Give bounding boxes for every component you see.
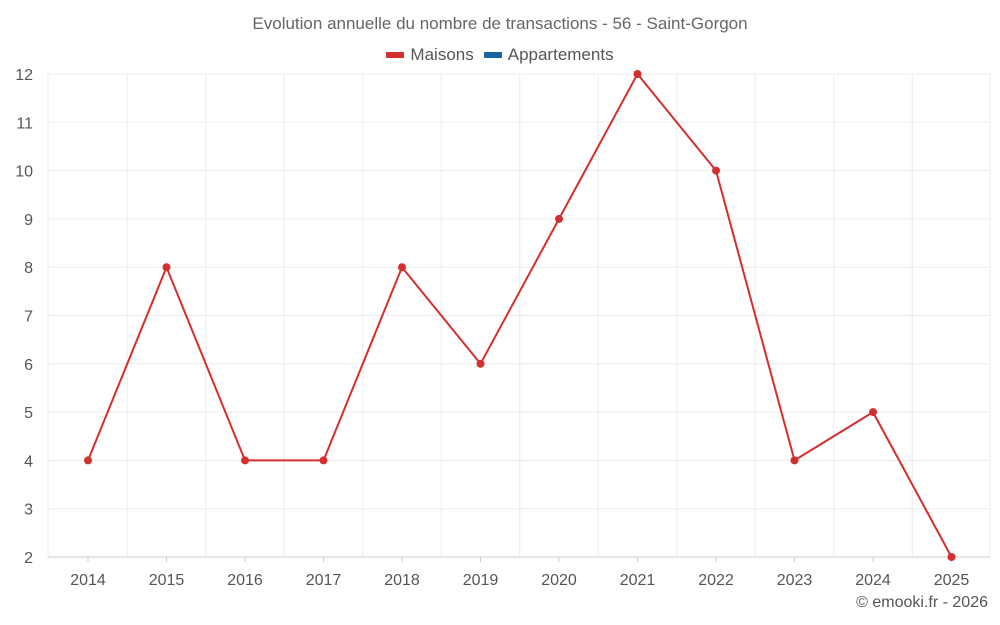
legend-item-appartements[interactable]: Appartements: [483, 45, 614, 65]
x-tick-label: 2019: [463, 572, 499, 589]
data-point: [241, 456, 249, 465]
y-tick-label: 8: [24, 260, 33, 277]
data-point: [947, 553, 956, 561]
data-point: [398, 263, 406, 272]
series-line-maisons: [87, 73, 953, 558]
x-tick-label: 2024: [855, 572, 891, 589]
y-tick-label: 6: [24, 357, 33, 374]
x-tick-label: 2015: [149, 572, 185, 589]
x-tick-label: 2023: [777, 572, 813, 589]
y-tick-label: 7: [24, 309, 33, 326]
y-tick-label: 5: [24, 405, 33, 422]
data-point: [476, 359, 485, 368]
data-point: [162, 263, 171, 272]
y-tick-label: 12: [15, 67, 33, 84]
legend-swatch-maisons: [386, 52, 405, 58]
legend-item-maisons[interactable]: Maisons: [386, 45, 474, 65]
chart-title: Evolution annuelle du nombre de transact…: [252, 14, 748, 33]
x-tick-label: 2021: [620, 572, 656, 589]
credit-text: © emooki.fr - 2026: [856, 594, 988, 611]
y-tick-label: 10: [15, 164, 33, 181]
x-tick-label: 2020: [541, 572, 577, 589]
data-point: [790, 456, 799, 465]
legend-swatch-appartements: [483, 52, 502, 58]
x-tick-label: 2016: [227, 572, 263, 589]
y-tick-label: 2: [24, 550, 33, 567]
data-point: [84, 456, 92, 465]
data-point: [555, 214, 563, 223]
x-tick-label: 2017: [306, 572, 342, 589]
x-tick-label: 2014: [70, 572, 106, 589]
data-point: [319, 456, 328, 465]
x-tick-label: 2025: [934, 572, 970, 589]
x-tick-label: 2022: [698, 572, 734, 589]
x-tick-label: 2018: [384, 572, 420, 589]
legend-label-appartements: Appartements: [507, 45, 614, 64]
y-tick-label: 9: [24, 212, 33, 229]
data-point: [712, 166, 720, 175]
y-tick-label: 4: [24, 453, 33, 470]
legend-label-maisons: Maisons: [410, 45, 474, 64]
legend: Maisons Appartements: [0, 45, 1000, 65]
data-point: [869, 408, 877, 417]
data-point: [633, 70, 642, 78]
y-tick-label: 11: [16, 115, 33, 132]
y-tick-label: 3: [24, 502, 33, 519]
